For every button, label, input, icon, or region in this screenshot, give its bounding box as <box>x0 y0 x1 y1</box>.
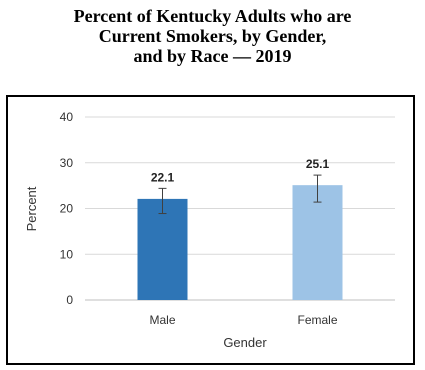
bar-female <box>292 185 343 300</box>
data-label-female: 25.1 <box>306 157 330 171</box>
y-tick-label-20: 20 <box>60 202 74 216</box>
error-bar-male <box>158 187 167 215</box>
data-label-male: 22.1 <box>151 170 175 184</box>
chart-title-line-1: Percent of Kentucky Adults who are <box>73 6 352 26</box>
chart-title-line-2: Current Smokers, by Gender, <box>98 26 327 46</box>
x-tick-label-male: Male <box>149 313 175 327</box>
y-tick-label-10: 10 <box>60 247 74 261</box>
bar-male <box>137 198 188 300</box>
data-labels: 22.1 25.1 <box>151 157 330 184</box>
error-bar-female <box>313 174 322 203</box>
y-tick-label-30: 30 <box>60 156 74 170</box>
chart-title: Percent of Kentucky Adults who are Curre… <box>0 6 425 66</box>
bars <box>137 185 343 300</box>
chart-frame <box>6 95 415 365</box>
error-bars <box>158 174 322 215</box>
y-tick-labels: 0 10 20 30 40 <box>60 110 74 307</box>
x-axis-label: Gender <box>223 335 267 350</box>
y-axis-label: Percent <box>24 186 39 231</box>
x-tick-label-female: Female <box>297 313 337 327</box>
y-tick-label-40: 40 <box>60 110 74 124</box>
y-tick-label-0: 0 <box>66 293 73 307</box>
chart-title-line-3: and by Race — 2019 <box>133 46 292 66</box>
gridlines <box>85 116 395 301</box>
x-tick-labels: Male Female <box>149 313 337 327</box>
